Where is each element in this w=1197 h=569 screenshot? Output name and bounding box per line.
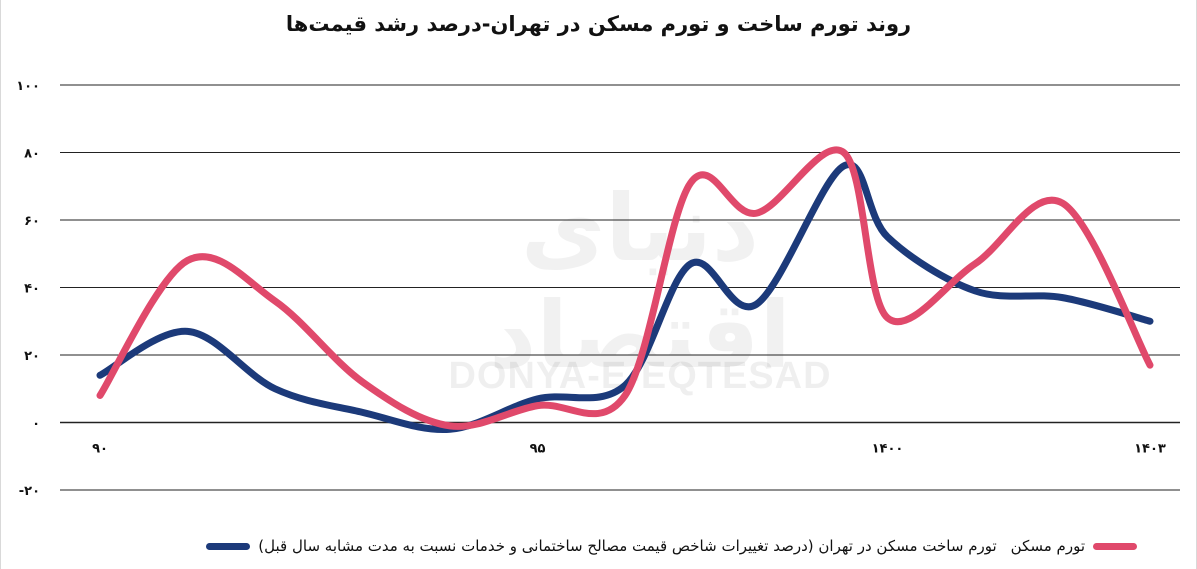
legend-swatch-housing-inflation xyxy=(1093,542,1137,550)
y-tick-label: ۶۰ xyxy=(24,214,40,229)
legend-label-housing-inflation: تورم مسکن xyxy=(1010,537,1085,555)
chart-title: روند تورم ساخت و تورم مسکن در تهران-درصد… xyxy=(285,12,912,36)
y-tick-label: ۲۰ xyxy=(24,349,40,364)
grid-lines xyxy=(60,84,1180,491)
legend-item-construction-inflation: تورم ساخت مسکن در تهران (درصد تغییرات شا… xyxy=(206,537,997,555)
legend-item-housing-inflation: تورم مسکن xyxy=(1011,537,1137,555)
y-tick-label: ۴۰ xyxy=(24,282,40,297)
x-tick-label: ۹۰ xyxy=(92,442,108,457)
legend-swatch-construction-inflation xyxy=(206,542,251,550)
series-lines xyxy=(96,146,1154,434)
x-tick-label: ۹۵ xyxy=(530,442,546,457)
series-line-housing-inflation xyxy=(96,146,1154,430)
axis-tick-labels: -۲۰ ۰ ۲۰ ۴۰ ۶۰ ۸۰ ۱۰۰ ۹۰ ۹۵ ۱۴۰۰ ۱۴۰۳ xyxy=(16,79,1166,499)
y-tick-label: ۸۰ xyxy=(24,147,40,162)
y-tick-label: ۱۰۰ xyxy=(16,79,40,94)
y-tick-label: -۲۰ xyxy=(19,484,40,499)
series-line-construction-inflation xyxy=(96,161,1154,434)
y-tick-label: ۰ xyxy=(32,417,40,432)
legend: تورم مسکن تورم ساخت مسکن در تهران (درصد … xyxy=(60,533,1137,559)
legend-label-construction-inflation: تورم ساخت مسکن در تهران (درصد تغییرات شا… xyxy=(258,537,997,555)
x-tick-label: ۱۴۰۳ xyxy=(1134,442,1166,457)
x-tick-label: ۱۴۰۰ xyxy=(872,442,904,457)
